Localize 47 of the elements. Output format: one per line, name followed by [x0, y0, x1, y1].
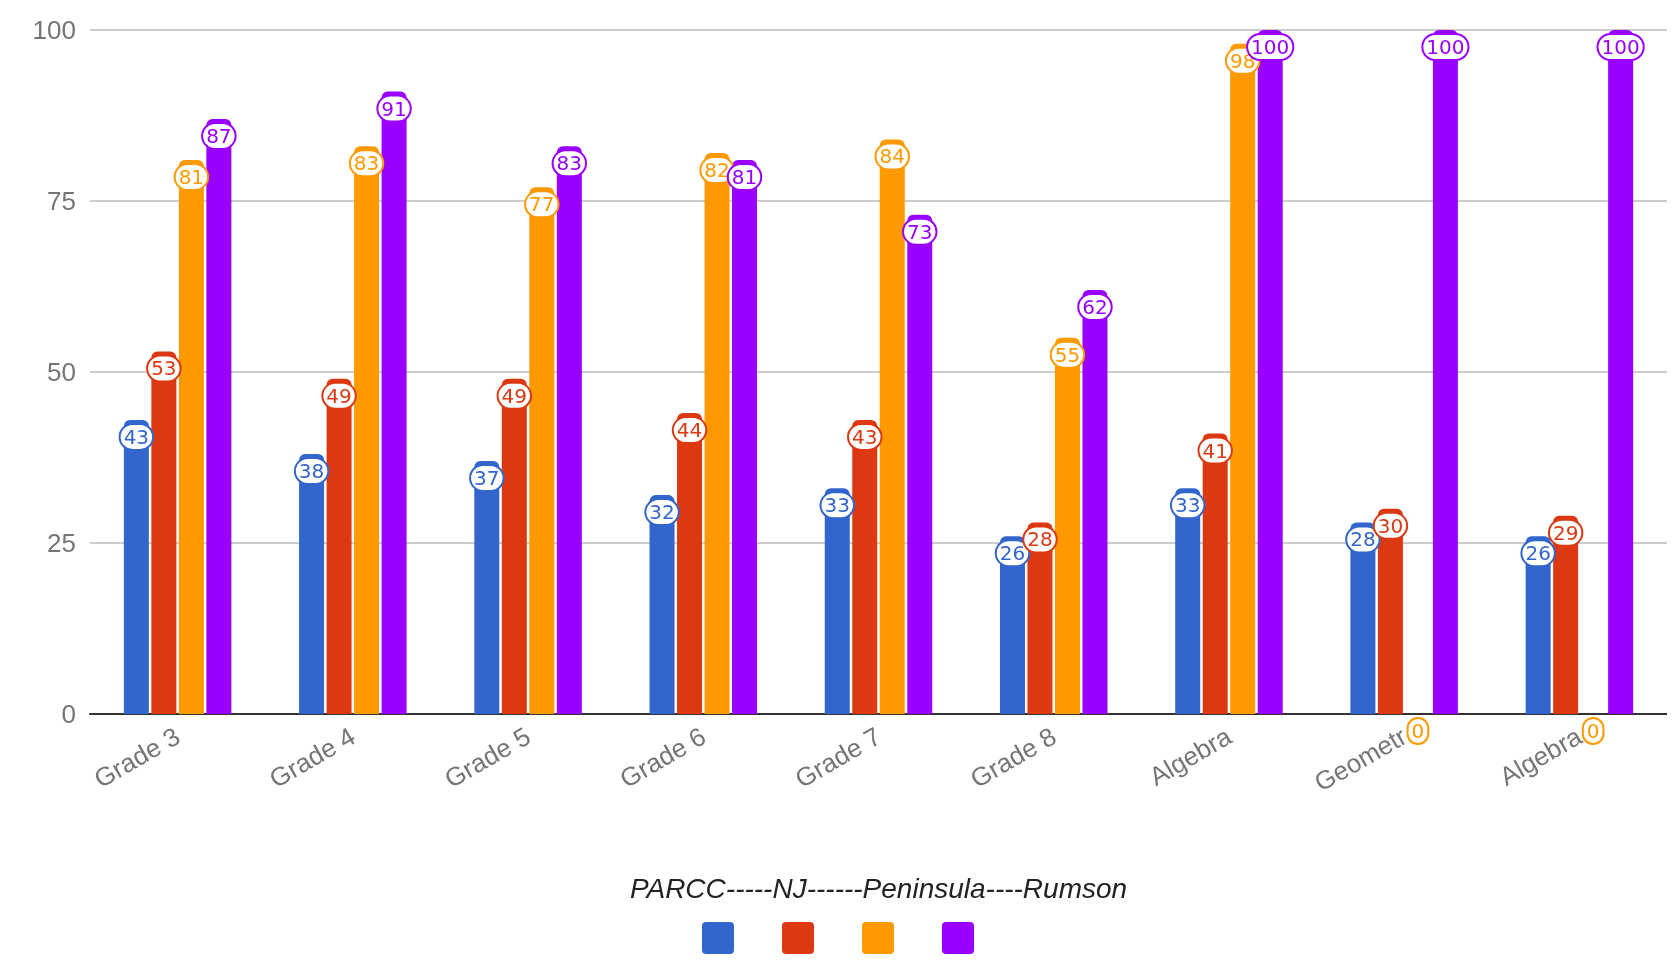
data-label: 84 [879, 144, 905, 169]
data-label: 82 [704, 158, 730, 183]
data-label: 32 [649, 500, 675, 525]
data-label: 43 [852, 424, 878, 449]
data-label: 26 [999, 541, 1026, 566]
data-label: 0 [1586, 719, 1600, 743]
y-tick-label: 75 [47, 186, 76, 216]
data-label: 100 [1251, 35, 1290, 59]
data-label: 49 [501, 383, 528, 408]
x-tick-label: Grade 4 [264, 721, 361, 794]
data-label: 44 [676, 418, 703, 443]
x-tick-label: Grade 8 [964, 721, 1062, 794]
x-tick-label: Grade 6 [614, 721, 711, 794]
data-label: 28 [1350, 527, 1376, 552]
x-axis-title: PARCC-----NJ------Peninsula----Rumson [629, 872, 1128, 904]
data-label: 77 [529, 192, 555, 217]
data-label: 30 [1377, 513, 1404, 538]
data-label: 49 [326, 383, 352, 408]
data-label: 87 [206, 123, 232, 148]
data-label: 41 [1202, 438, 1228, 463]
data-label: 83 [353, 151, 380, 176]
y-tick-label: 50 [47, 357, 76, 387]
y-tick-label: 25 [47, 528, 76, 558]
data-label: 91 [381, 96, 407, 121]
x-tick-label: Grade 7 [789, 721, 886, 794]
data-label: 28 [1027, 527, 1053, 552]
data-label: 33 [1174, 493, 1201, 518]
data-label: 55 [1054, 342, 1081, 367]
data-label: 100 [1601, 35, 1640, 59]
data-label: 83 [556, 151, 583, 176]
data-label: 81 [731, 164, 758, 189]
x-tick-label: Grade 3 [88, 721, 186, 794]
data-label: 81 [178, 164, 205, 189]
data-label: 43 [123, 424, 150, 449]
data-label: 100 [1426, 35, 1465, 59]
data-label: 73 [907, 219, 933, 244]
data-label: 62 [1082, 294, 1108, 319]
y-tick-label: 0 [61, 699, 76, 729]
x-tick-label: Grade 5 [439, 721, 536, 794]
data-label: 37 [474, 465, 500, 490]
data-label: 26 [1525, 541, 1551, 566]
data-label: 33 [824, 493, 850, 518]
y-tick-label: 100 [32, 15, 76, 45]
data-label: 0 [1411, 719, 1425, 743]
data-label: 29 [1552, 520, 1579, 545]
data-label: 38 [298, 459, 325, 484]
data-label: 53 [151, 356, 177, 381]
